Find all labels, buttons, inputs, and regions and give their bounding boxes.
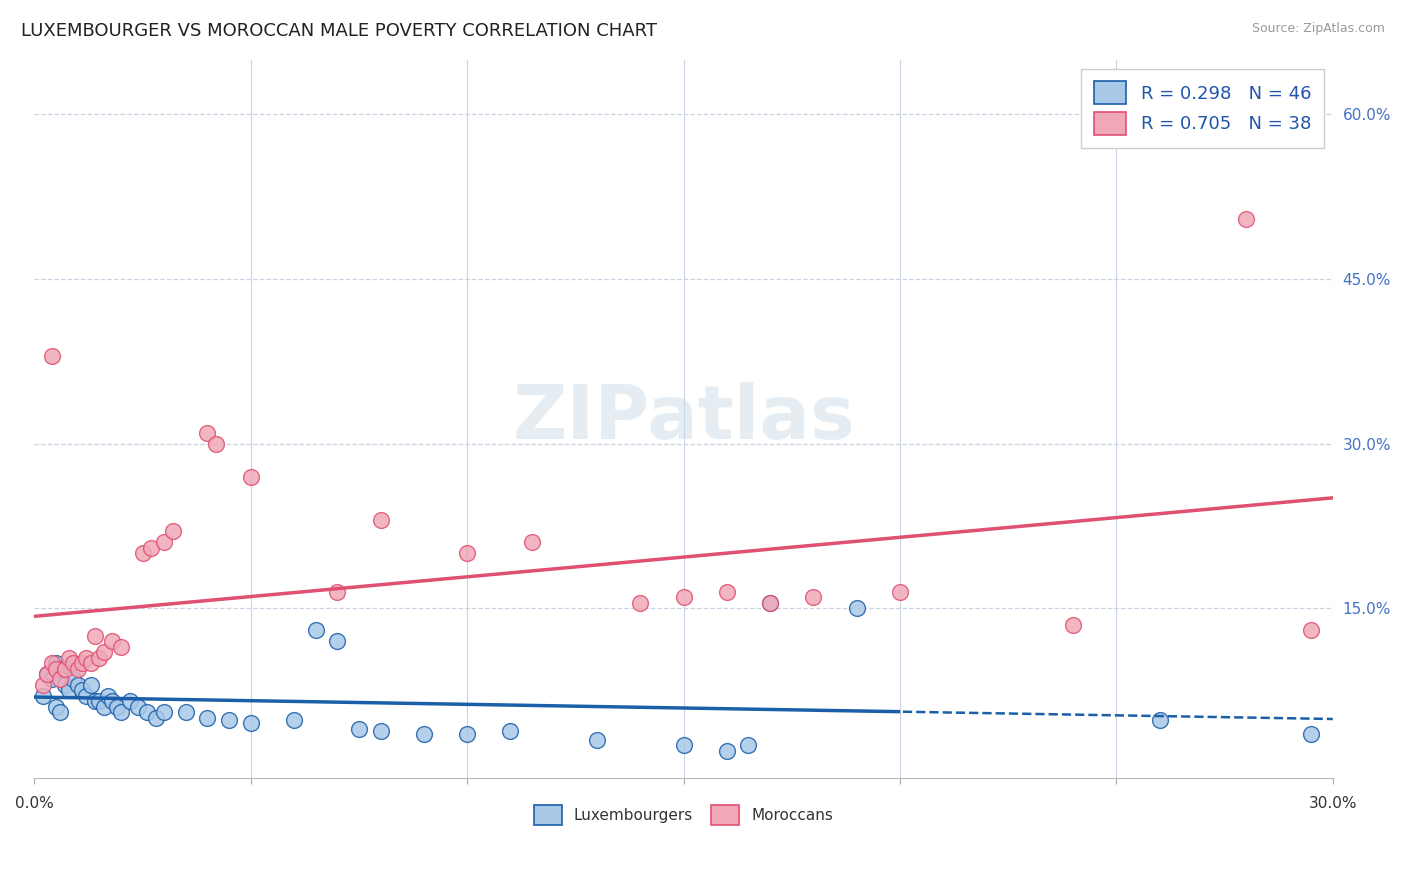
Point — [110, 640, 132, 654]
Point — [586, 732, 609, 747]
Point — [1301, 727, 1323, 741]
Point — [145, 711, 167, 725]
Point — [239, 716, 262, 731]
Point — [118, 694, 141, 708]
Point — [889, 584, 911, 599]
Point — [58, 650, 80, 665]
Point — [105, 699, 128, 714]
Point — [499, 724, 522, 739]
Point — [803, 591, 825, 605]
Point — [49, 661, 72, 675]
Point — [218, 713, 240, 727]
Point — [153, 535, 176, 549]
Point — [37, 667, 59, 681]
Point — [672, 591, 695, 605]
Point — [672, 739, 695, 753]
Point — [326, 584, 349, 599]
Point — [1149, 713, 1171, 727]
Point — [101, 694, 124, 708]
Point — [66, 661, 89, 675]
Point — [153, 706, 176, 720]
Point — [239, 469, 262, 483]
Point — [84, 694, 107, 708]
Point — [412, 727, 434, 741]
Point — [41, 673, 63, 687]
Text: Source: ZipAtlas.com: Source: ZipAtlas.com — [1251, 22, 1385, 36]
Point — [197, 425, 219, 440]
Point — [49, 673, 72, 687]
Point — [79, 656, 101, 670]
Point — [456, 727, 478, 741]
Point — [716, 584, 738, 599]
Point — [37, 667, 59, 681]
Point — [62, 673, 84, 687]
Point — [45, 661, 67, 675]
Point — [84, 629, 107, 643]
Point — [759, 596, 782, 610]
Point — [326, 634, 349, 648]
Point — [41, 656, 63, 670]
Point — [70, 683, 93, 698]
Point — [197, 711, 219, 725]
Point — [45, 699, 67, 714]
Point — [110, 706, 132, 720]
Point — [79, 678, 101, 692]
Point — [456, 546, 478, 560]
Text: ZIPatlas: ZIPatlas — [512, 383, 855, 456]
Point — [174, 706, 197, 720]
Point — [101, 634, 124, 648]
Point — [141, 541, 163, 555]
Text: LUXEMBOURGER VS MOROCCAN MALE POVERTY CORRELATION CHART: LUXEMBOURGER VS MOROCCAN MALE POVERTY CO… — [21, 22, 657, 40]
Point — [53, 661, 76, 675]
Legend: Luxembourgers, Moroccans: Luxembourgers, Moroccans — [523, 794, 844, 835]
Point — [1234, 211, 1257, 226]
Point — [93, 645, 115, 659]
Point — [131, 546, 153, 560]
Point — [93, 699, 115, 714]
Point — [135, 706, 157, 720]
Point — [89, 694, 111, 708]
Point — [75, 650, 97, 665]
Point — [737, 739, 759, 753]
Point — [89, 650, 111, 665]
Point — [32, 689, 55, 703]
Point — [32, 678, 55, 692]
Point — [162, 524, 184, 539]
Point — [716, 744, 738, 758]
Point — [370, 724, 392, 739]
Point — [62, 656, 84, 670]
Point — [41, 349, 63, 363]
Point — [75, 689, 97, 703]
Text: 0.0%: 0.0% — [15, 797, 53, 811]
Point — [1301, 623, 1323, 637]
Point — [97, 689, 120, 703]
Point — [127, 699, 149, 714]
Point — [347, 722, 370, 736]
Point — [370, 513, 392, 527]
Point — [305, 623, 328, 637]
Text: 30.0%: 30.0% — [1309, 797, 1357, 811]
Point — [70, 656, 93, 670]
Point — [53, 678, 76, 692]
Point — [58, 683, 80, 698]
Point — [520, 535, 543, 549]
Point — [759, 596, 782, 610]
Point — [205, 436, 228, 450]
Point — [49, 706, 72, 720]
Point — [66, 678, 89, 692]
Point — [283, 713, 305, 727]
Point — [1062, 617, 1084, 632]
Point — [628, 596, 651, 610]
Point — [845, 601, 868, 615]
Point — [45, 656, 67, 670]
